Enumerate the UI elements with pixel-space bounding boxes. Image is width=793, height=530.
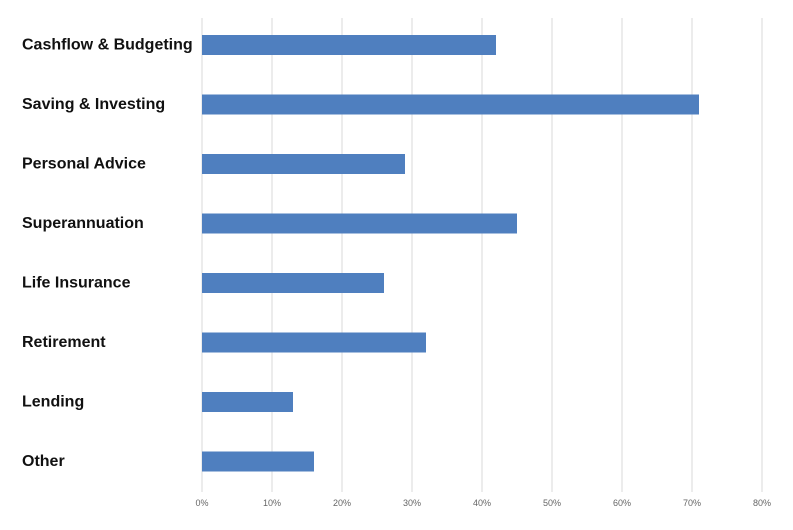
category-label: Other (22, 453, 65, 470)
gridlines (201, 18, 763, 492)
x-tick-label: 0% (195, 498, 208, 508)
bar (202, 392, 293, 412)
x-tick-label: 10% (263, 498, 281, 508)
category-labels: Cashflow & Budgeting Saving & Investing Pe… (22, 37, 193, 471)
category-label: Life Insurance (22, 275, 131, 292)
category-label: Lending (22, 394, 84, 411)
bar (202, 35, 496, 55)
bar (202, 332, 426, 353)
bar (202, 213, 517, 234)
x-tick-label: 50% (543, 498, 561, 508)
category-label: Retirement (22, 334, 106, 351)
x-tick-label: 30% (403, 498, 421, 508)
bars (202, 35, 699, 472)
bar (202, 154, 405, 174)
bar (202, 451, 314, 472)
x-tick-label: 60% (613, 498, 631, 508)
bar (202, 94, 699, 115)
bar (202, 273, 384, 293)
category-label: Saving & Investing (22, 96, 165, 113)
x-tick-label: 20% (333, 498, 351, 508)
category-label: Cashflow & Budgeting (22, 37, 193, 54)
x-tick-label: 40% (473, 498, 491, 508)
category-label: Personal Advice (22, 156, 146, 173)
category-label: Superannuation (22, 215, 144, 232)
x-axis-tick-labels: 0% 10% 20% 30% 40% 50% 60% 70% 80% (195, 498, 771, 508)
x-tick-label: 80% (753, 498, 771, 508)
x-tick-label: 70% (683, 498, 701, 508)
